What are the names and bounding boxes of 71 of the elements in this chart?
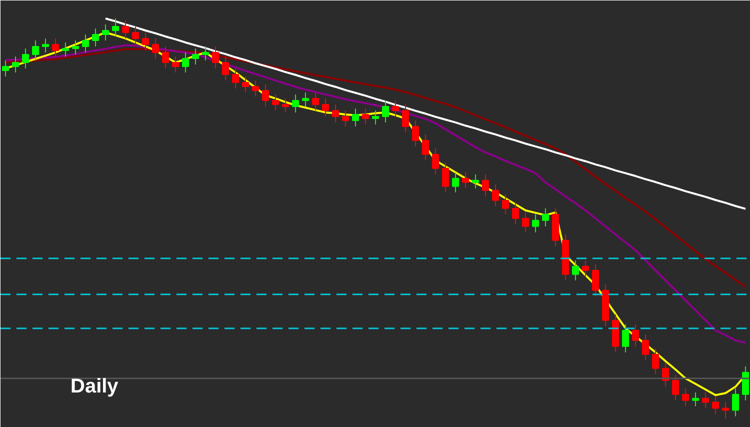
candlestick [132, 26, 139, 45]
candlestick [442, 162, 449, 193]
candlestick [502, 194, 509, 215]
candlestick [482, 174, 489, 197]
candlestick [82, 34, 89, 53]
candlestick [532, 214, 539, 233]
candlestick [722, 402, 729, 419]
candlestick [142, 32, 149, 51]
candlestick [492, 184, 499, 207]
candlestick [232, 68, 239, 89]
candlestick [672, 374, 679, 401]
candlestick [242, 76, 249, 93]
candlestick [12, 56, 19, 73]
candlestick [382, 100, 389, 123]
candlestick [52, 38, 59, 57]
candlestick [692, 392, 699, 407]
candlestick [592, 264, 599, 297]
candlestick [622, 324, 629, 353]
candlestick [122, 20, 129, 39]
candlestick [302, 92, 309, 107]
candlestick [452, 172, 459, 193]
candlestick [272, 94, 279, 111]
candlestick [222, 56, 229, 81]
candlestick [462, 172, 469, 189]
annotation: Daily [70, 376, 120, 398]
candlestick [372, 110, 379, 125]
candlestick [702, 392, 709, 409]
candlestick [362, 108, 369, 125]
candlestick [292, 94, 299, 113]
candlestick [512, 202, 519, 225]
candlestick [582, 260, 589, 277]
candlestick [112, 18, 119, 37]
candlestick [732, 388, 739, 417]
candlestick [62, 42, 69, 57]
candlestick [572, 260, 579, 281]
candlestick [262, 84, 269, 107]
candlestick [412, 120, 419, 147]
candlestick [32, 40, 39, 61]
candlestick [392, 100, 399, 117]
candlestick [312, 92, 319, 111]
candlestick [342, 110, 349, 127]
candlestick [2, 60, 9, 77]
candlestick [152, 38, 159, 59]
candlestick [712, 396, 719, 415]
candlestick [42, 38, 49, 53]
candlestick [202, 46, 209, 61]
candlestick [542, 208, 549, 227]
candlestick [212, 46, 219, 69]
candlestick [352, 108, 359, 127]
candlestick [632, 324, 639, 347]
candlestick [252, 80, 259, 97]
candlestick [652, 348, 659, 375]
candlestick [92, 28, 99, 47]
candlestick [192, 48, 199, 65]
candlestick [522, 212, 529, 233]
candlestick [182, 52, 189, 73]
candlestick [22, 48, 29, 69]
candlestick [742, 366, 749, 401]
candlestick [432, 148, 439, 175]
candlestick [72, 40, 79, 55]
candlestick [472, 174, 479, 189]
candlestick [682, 388, 689, 407]
candlestick [322, 98, 329, 117]
candlestick [642, 334, 649, 361]
candlestick [282, 98, 289, 113]
candlestick [162, 46, 169, 69]
candlestick [102, 24, 109, 41]
candlestick [172, 56, 179, 73]
candlestick [422, 134, 429, 161]
candlestick [332, 104, 339, 123]
candlestick [402, 104, 409, 133]
